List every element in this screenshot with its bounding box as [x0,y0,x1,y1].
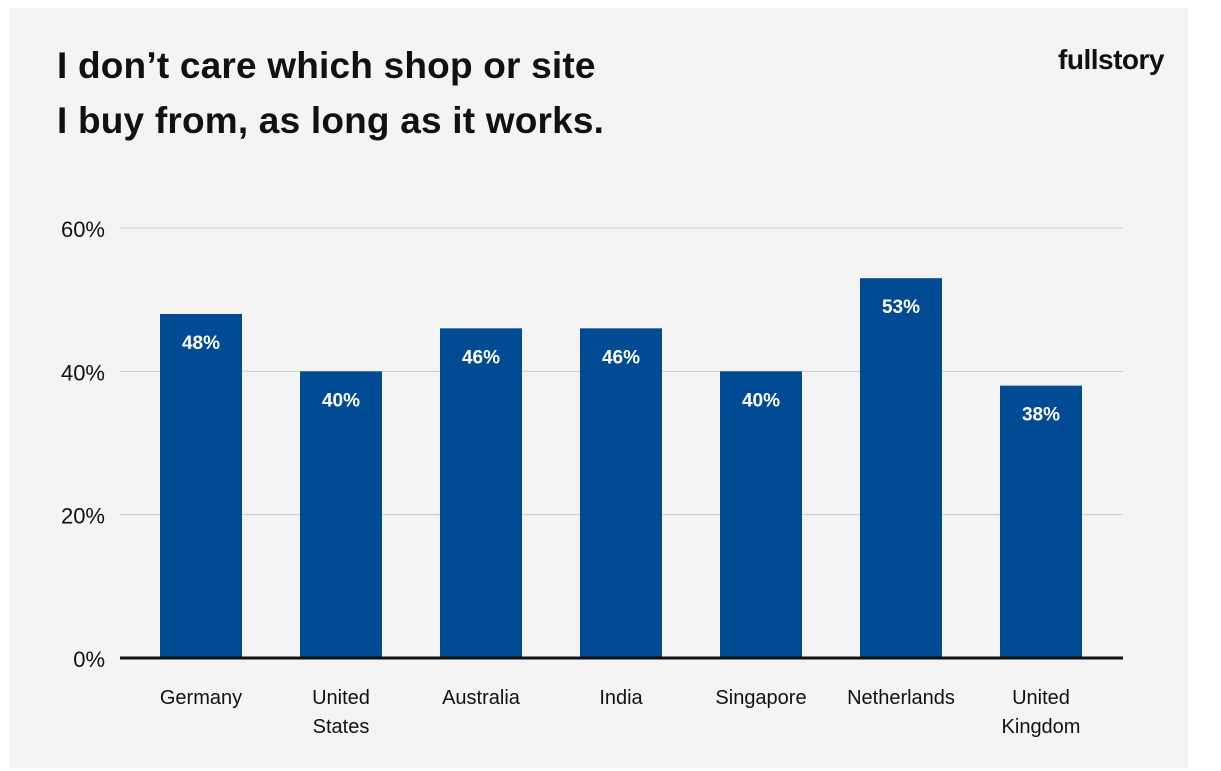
bar-value-label: 46% [602,347,640,368]
bar [160,314,242,658]
x-tick-label-line: Australia [442,687,521,709]
fullstory-logo: fullstory [1058,44,1164,75]
x-tick-label-line: India [599,687,643,709]
chart-title-line-1: I don’t care which shop or site [57,45,596,86]
chart-title: I don’t care which shop or site I buy fr… [57,38,757,148]
x-tick-label-line: United [1012,687,1070,709]
bar-value-label: 40% [742,390,780,411]
y-tick-label: 60% [61,217,105,242]
bar [440,328,522,658]
x-tick-label-line: States [313,716,370,738]
x-tick-label: Singapore [715,687,806,709]
x-tick-label: Australia [442,687,521,709]
y-tick-label: 20% [61,504,105,529]
x-tick-label-line: Singapore [715,687,806,709]
bar [580,328,662,658]
bar-value-label: 53% [882,297,920,318]
bar-value-label: 46% [462,347,500,368]
x-tick-label: Netherlands [847,687,955,709]
bar-value-label: 48% [182,333,220,354]
bar [720,371,802,658]
y-tick-label: 40% [61,360,105,385]
bar [300,371,382,658]
y-tick-label: 0% [73,647,105,672]
x-tick-label-line: Kingdom [1002,716,1081,738]
x-tick-label-line: United [312,687,370,709]
chart-title-line-2: I buy from, as long as it works. [57,100,605,141]
bar-value-label: 38% [1022,405,1060,426]
bar [1000,385,1082,658]
x-tick-label-line: Germany [160,687,242,709]
x-tick-label: United Kingdom [1002,687,1081,738]
x-tick-label: United States [312,687,370,738]
bar-value-label: 40% [322,390,360,411]
x-tick-label: Germany [160,687,242,709]
bar [860,278,942,658]
x-tick-label: India [599,687,643,709]
x-tick-label-line: Netherlands [847,687,955,709]
